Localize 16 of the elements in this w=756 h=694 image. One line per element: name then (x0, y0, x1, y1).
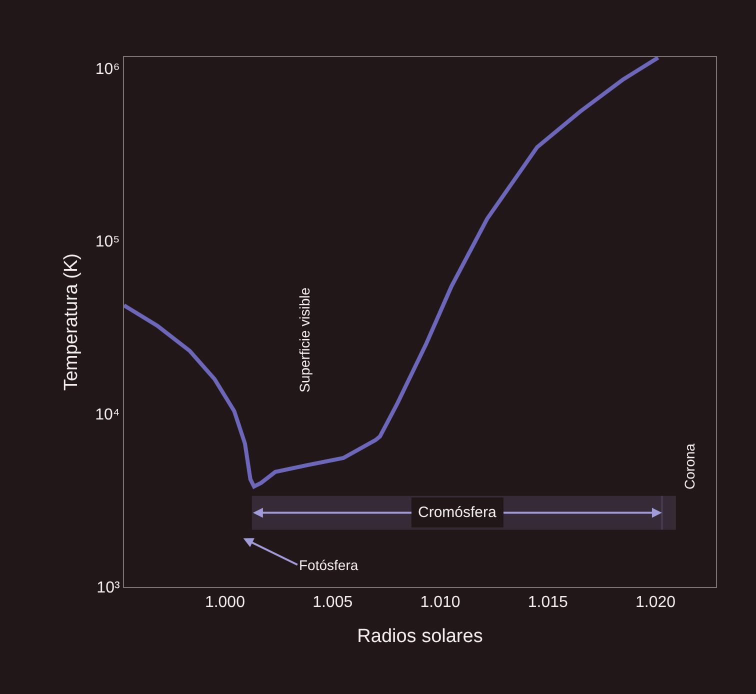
y-tick-label: 10⁴ (95, 406, 120, 424)
annotation: Fotósfera (299, 557, 358, 573)
band-label: Corona (681, 443, 698, 490)
line-series (124, 57, 660, 489)
x-axis-title: Radios solares (357, 626, 483, 647)
x-tick-label: 1.020 (635, 594, 676, 612)
y-tick-label: 10³ (96, 580, 120, 597)
y-axis-title: Temperatura (K) (60, 253, 82, 391)
y-tick-label: 10⁶ (95, 60, 120, 78)
x-tick-label: 1.005 (312, 594, 353, 612)
y-tick-label: 10⁵ (95, 234, 120, 251)
x-tick-label: 1.015 (528, 594, 568, 612)
x-tick-label: 1.000 (204, 594, 246, 612)
band-label: Cromósfera (418, 504, 498, 521)
x-tick-label: 1.010 (420, 594, 460, 612)
annotation: Superficie visible (296, 287, 312, 393)
